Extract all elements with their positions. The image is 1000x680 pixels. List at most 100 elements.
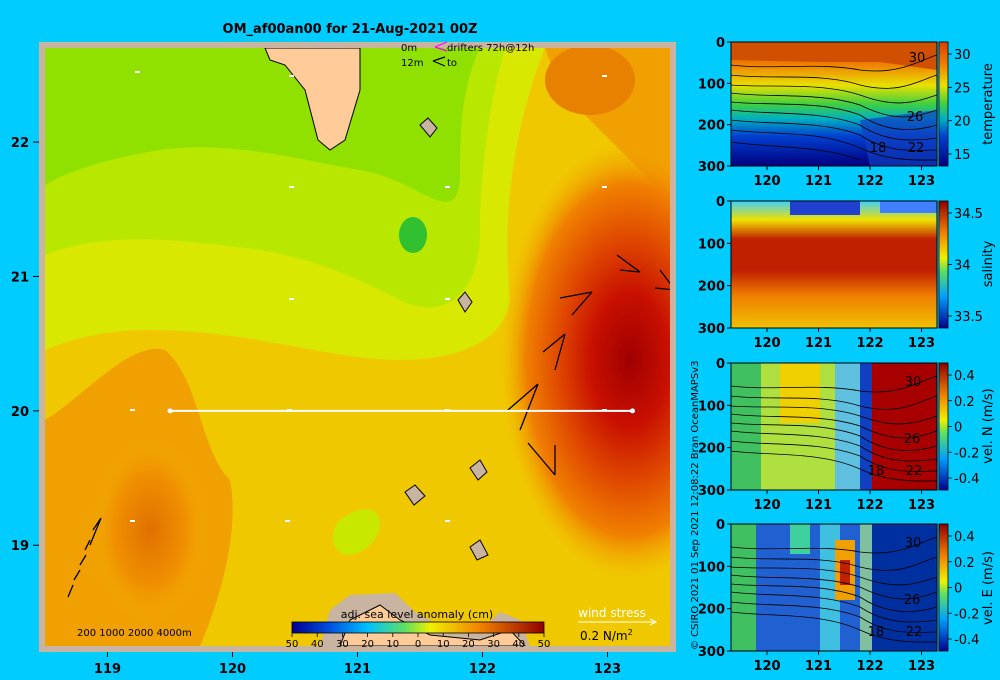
temperature-label: temperature <box>981 63 996 145</box>
section-colorbar-tick-label: 25 <box>954 81 971 96</box>
page-title: OM_af00an00 for 21-Aug-2021 00Z <box>222 22 478 37</box>
section-x-tick-label: 123 <box>908 174 935 189</box>
sla-colorbar-tick-label: 30 <box>336 639 349 650</box>
sla-sw-core <box>90 435 210 625</box>
vel-n-contour-label: 18 <box>868 464 885 479</box>
map-x-tick-label: 119 <box>94 662 121 677</box>
section-y-tick-label: 100 <box>698 77 725 92</box>
depth-legend: 200 1000 2000 4000m <box>77 628 192 639</box>
vel-e-contour-label: 22 <box>906 625 923 640</box>
island <box>469 459 488 481</box>
sla-colorbar-bar <box>291 621 545 634</box>
section-colorbar-tick-label: 0 <box>954 421 962 436</box>
sla-colorbar-tick-label: 20 <box>462 639 475 650</box>
salinity-fresh-right <box>880 201 937 213</box>
island <box>457 291 473 313</box>
drifter-label: drifters 72h@12h <box>447 43 534 54</box>
map-x-tick-label: 123 <box>594 662 621 677</box>
sla-colorbar-tick-label: 10 <box>437 639 450 650</box>
vel-e-label: vel. E (m/s) <box>981 551 996 625</box>
vel-n-contour-label: 26 <box>904 432 921 447</box>
vel-e-contour-label: 30 <box>905 536 922 551</box>
vel-e-colorbar <box>938 523 949 652</box>
sla-patch-bottom <box>333 509 380 555</box>
vel-e-frame <box>730 523 938 652</box>
land-taiwan <box>264 48 361 151</box>
vel-e-band <box>872 524 937 651</box>
section-x-tick-label: 123 <box>908 498 935 513</box>
panel-temperature: 30 26 22 18 temperature <box>730 41 996 167</box>
temperature-contour-label: 18 <box>870 141 887 156</box>
section-y-tick-label: 200 <box>698 603 725 618</box>
section-x-tick-label: 121 <box>805 174 832 189</box>
section-colorbar-tick-label: 0.2 <box>954 395 975 410</box>
wind-stress-arrows <box>67 254 670 598</box>
panel-salinity: salinity <box>730 200 996 329</box>
drifter-depth-bottom: 12m <box>401 58 423 69</box>
sla-colorbar-tick-label: 40 <box>311 639 324 650</box>
section-x-tick-label: 120 <box>753 174 780 189</box>
map-y-tick-label: 22 <box>11 136 29 151</box>
section-x-tick-label: 122 <box>856 174 883 189</box>
section-colorbar-tick-label: -0.4 <box>954 633 979 648</box>
section-y-tick-label: 100 <box>698 560 725 575</box>
vel-n-band <box>731 363 761 490</box>
section-y-tick-label: 100 <box>698 399 725 414</box>
vel-n-colorbar <box>938 362 949 491</box>
section-x-tick-label: 122 <box>856 498 883 513</box>
map-y-tick-label: 19 <box>11 539 29 554</box>
section-x-tick-label: 121 <box>805 498 832 513</box>
temperature-contour-label: 22 <box>908 141 925 156</box>
map-panel: 119 120 121 122 123 19 20 21 22 <box>11 42 676 677</box>
section-x-tick-label: 122 <box>856 659 883 674</box>
section-colorbar-tick-label: 33.5 <box>954 310 983 325</box>
panel-vel-e: 30 26 22 18 vel. E (m/s) <box>730 523 996 652</box>
vel-n-contours <box>730 375 938 482</box>
sla-colorbar-tick-label: 40 <box>512 639 525 650</box>
island <box>419 117 438 138</box>
temperature-cold-right <box>860 110 937 166</box>
sla-colorbar: adj. sea level anomaly (cm) 50 40 30 20 10 0 1… <box>286 608 551 650</box>
section-colorbar-tick-label: -0.2 <box>954 446 979 461</box>
section-y-tick-label: 0 <box>716 195 725 210</box>
section-end-point <box>630 408 635 414</box>
section-y-tick-label: 300 <box>698 645 725 660</box>
drifter-depth-top: 0m <box>401 43 417 54</box>
vel-n-band <box>835 363 860 490</box>
section-colorbar-tick-label: 34 <box>954 259 971 274</box>
section-y-tick-label: 200 <box>698 119 725 134</box>
vel-n-label: vel. N (m/s) <box>981 388 996 463</box>
vel-e-contour-label: 18 <box>868 625 885 640</box>
section-y-tick-label: 0 <box>716 518 725 533</box>
section-colorbar-tick-label: 0 <box>954 582 962 597</box>
vel-n-contour-label: 30 <box>905 375 922 390</box>
salinity-field <box>731 201 937 328</box>
map-axis-ticks: 119 120 121 122 123 19 20 21 22 <box>11 136 621 677</box>
map-y-tick-label: 20 <box>11 405 29 420</box>
temperature-contours <box>730 54 938 161</box>
section-y-tick-label: 200 <box>698 280 725 295</box>
wind-scale-value: 0.2 N/m2 <box>580 628 633 643</box>
section-x-tick-label: 122 <box>856 336 883 351</box>
section-colorbar-tick-label: 34.5 <box>954 207 983 222</box>
drifter-to: to <box>447 58 457 69</box>
vel-e-band <box>840 560 850 585</box>
temperature-contour-label: 26 <box>907 110 924 125</box>
temperature-warm-top <box>731 42 937 70</box>
vel-e-band <box>790 524 810 554</box>
section-colorbar-tick-label: 30 <box>954 48 971 63</box>
land-luzon <box>339 604 526 646</box>
section-x-tick-label: 123 <box>908 659 935 674</box>
section-colorbar-tick-label: -0.2 <box>954 607 979 622</box>
section-x-tick-label: 121 <box>805 659 832 674</box>
drifter-black-icon <box>432 56 446 67</box>
drifter-legend: 0m drifters 72h@12h 12m to <box>401 41 534 69</box>
sla-colorbar-label: adj. sea level anomaly (cm) <box>341 608 493 621</box>
sla-colorbar-tick-label: 10 <box>386 639 399 650</box>
section-x-tick-label: 120 <box>753 336 780 351</box>
section-x-tick-label: 121 <box>805 336 832 351</box>
sla-zone-green <box>45 48 480 202</box>
sla-colorbar-tick-label: 50 <box>286 639 299 650</box>
